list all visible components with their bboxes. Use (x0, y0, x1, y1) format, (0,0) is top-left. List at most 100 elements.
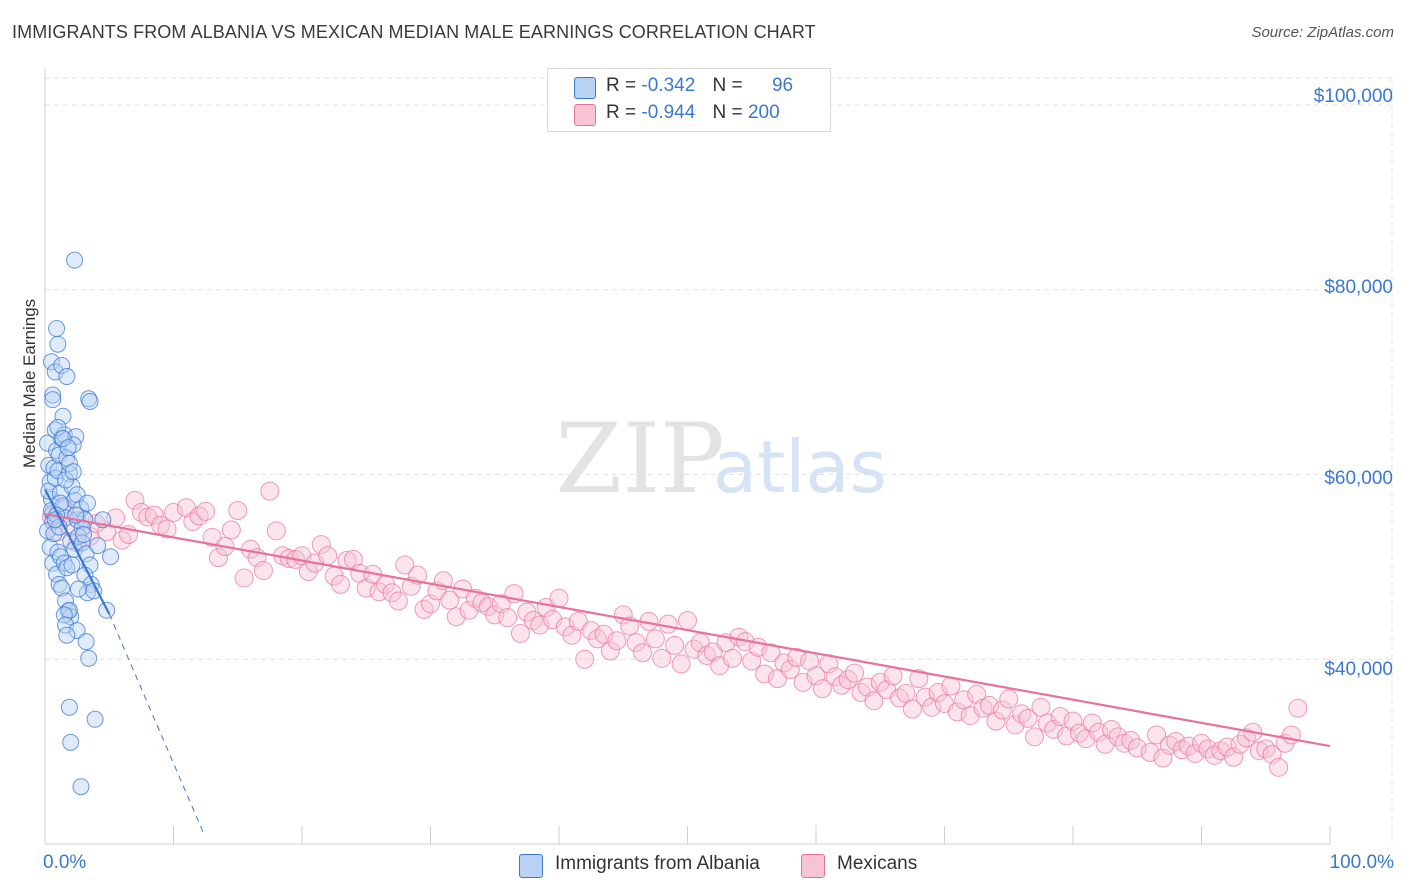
mexicans-trend-line (44, 513, 1331, 748)
mexicans-point (703, 642, 723, 662)
albania-point (49, 335, 67, 353)
albania-point (48, 320, 66, 338)
albania-point (80, 649, 98, 667)
mexicans-point (343, 549, 363, 569)
mexicans-point (196, 501, 216, 521)
bottom-legend-label: Immigrants from Albania (555, 853, 760, 874)
mexicans-point (812, 679, 832, 699)
mexicans-point (549, 588, 569, 608)
mexicans-point (510, 623, 530, 643)
y-axis-label: Median Male Earnings (20, 298, 39, 468)
mexicans-point (112, 530, 132, 550)
mexicans-point (221, 520, 241, 540)
mexicans-point (1159, 735, 1179, 755)
mexicans-point (388, 591, 408, 611)
albania-trend-extension (108, 613, 204, 833)
chart-title: IMMIGRANTS FROM ALBANIA VS MEXICAN MEDIA… (12, 22, 816, 42)
mexicans-point (671, 654, 691, 674)
mexicans-point (395, 555, 415, 575)
mexicans-point (992, 700, 1012, 720)
albania-point (72, 778, 90, 796)
mexicans-point (761, 643, 781, 663)
x-tick-max: 100.0% (1329, 852, 1394, 873)
mexicans-point (665, 635, 685, 655)
mexicans-point (1192, 733, 1211, 753)
bottom-legend-swatch-blue (519, 854, 543, 878)
mexicans-point (883, 666, 903, 686)
albania-points (39, 251, 120, 796)
mexicans-point (780, 659, 800, 679)
mexicans-point (678, 610, 697, 630)
mexicans-point (498, 608, 518, 628)
legend-swatch-blue (574, 77, 596, 99)
mexicans-point (1069, 723, 1089, 743)
y-tick-100000: $100,000 (1313, 86, 1393, 107)
mexicans-point (832, 675, 852, 695)
mexicans-point (1018, 708, 1038, 728)
albania-point (62, 733, 80, 751)
albania-point (59, 439, 77, 457)
mexicans-point (253, 561, 273, 581)
albania-point (62, 608, 80, 626)
mexicans-point (1024, 727, 1044, 747)
mexicans-point (228, 501, 248, 521)
mexicans-point (915, 687, 935, 707)
albania-point (60, 698, 78, 716)
mexicans-point (208, 548, 228, 568)
watermark-atlas: atlas (713, 425, 887, 509)
albania-point (54, 429, 72, 447)
legend-n-label: N = (712, 102, 743, 123)
y-tick-40000: $40,000 (1324, 659, 1393, 680)
mexicans-point (857, 677, 877, 697)
mexicans-point (1050, 707, 1070, 727)
mexicans-point (202, 527, 222, 547)
albania-point (68, 622, 86, 640)
mexicans-point (909, 669, 929, 689)
mexicans-point (864, 691, 884, 711)
mexicans-point (722, 648, 742, 668)
mexicans-point (1288, 698, 1308, 718)
albania-point (58, 559, 76, 577)
mexicans-point (986, 711, 1006, 731)
albania-point (53, 579, 71, 597)
albania-point (57, 592, 75, 610)
y-tick-60000: $60,000 (1324, 468, 1393, 489)
mexicans-point (633, 643, 653, 663)
mexicans-point (266, 521, 286, 541)
mexicans-point (530, 615, 550, 635)
mexicans-point (967, 684, 987, 704)
albania-point (77, 633, 95, 651)
albania-point (80, 390, 98, 408)
albania-point (63, 556, 81, 574)
mexicans-point (414, 599, 434, 619)
mexicans-point (440, 590, 460, 610)
legend-swatch-pink (574, 104, 596, 126)
mexicans-point (1147, 725, 1167, 745)
mexicans-point (1102, 719, 1122, 739)
mexicans-point (1185, 743, 1205, 763)
mexicans-points (41, 481, 1308, 777)
mexicans-point (1236, 728, 1256, 748)
mexicans-point (652, 648, 672, 668)
albania-point (58, 626, 76, 644)
albania-point (81, 392, 99, 410)
grid-lines (45, 77, 1393, 844)
mexicans-point (260, 481, 280, 501)
albania-point (49, 418, 67, 436)
mexicans-point (1172, 740, 1192, 760)
mexicans-point (645, 629, 665, 649)
albania-point (86, 710, 104, 728)
legend-r-value: -0.342 (641, 75, 696, 96)
x-tick-min: 0.0% (43, 852, 87, 873)
mexicans-point (1127, 738, 1147, 758)
mexicans-point (658, 614, 678, 634)
mexicans-point (600, 641, 620, 661)
albania-point (66, 251, 84, 269)
mexicans-point (1063, 711, 1083, 731)
mexicans-point (845, 663, 865, 683)
watermark-zip: ZIP (555, 403, 724, 515)
legend-n-value: 200 (747, 102, 780, 123)
albania-point (69, 580, 87, 598)
albania-point (42, 353, 60, 371)
